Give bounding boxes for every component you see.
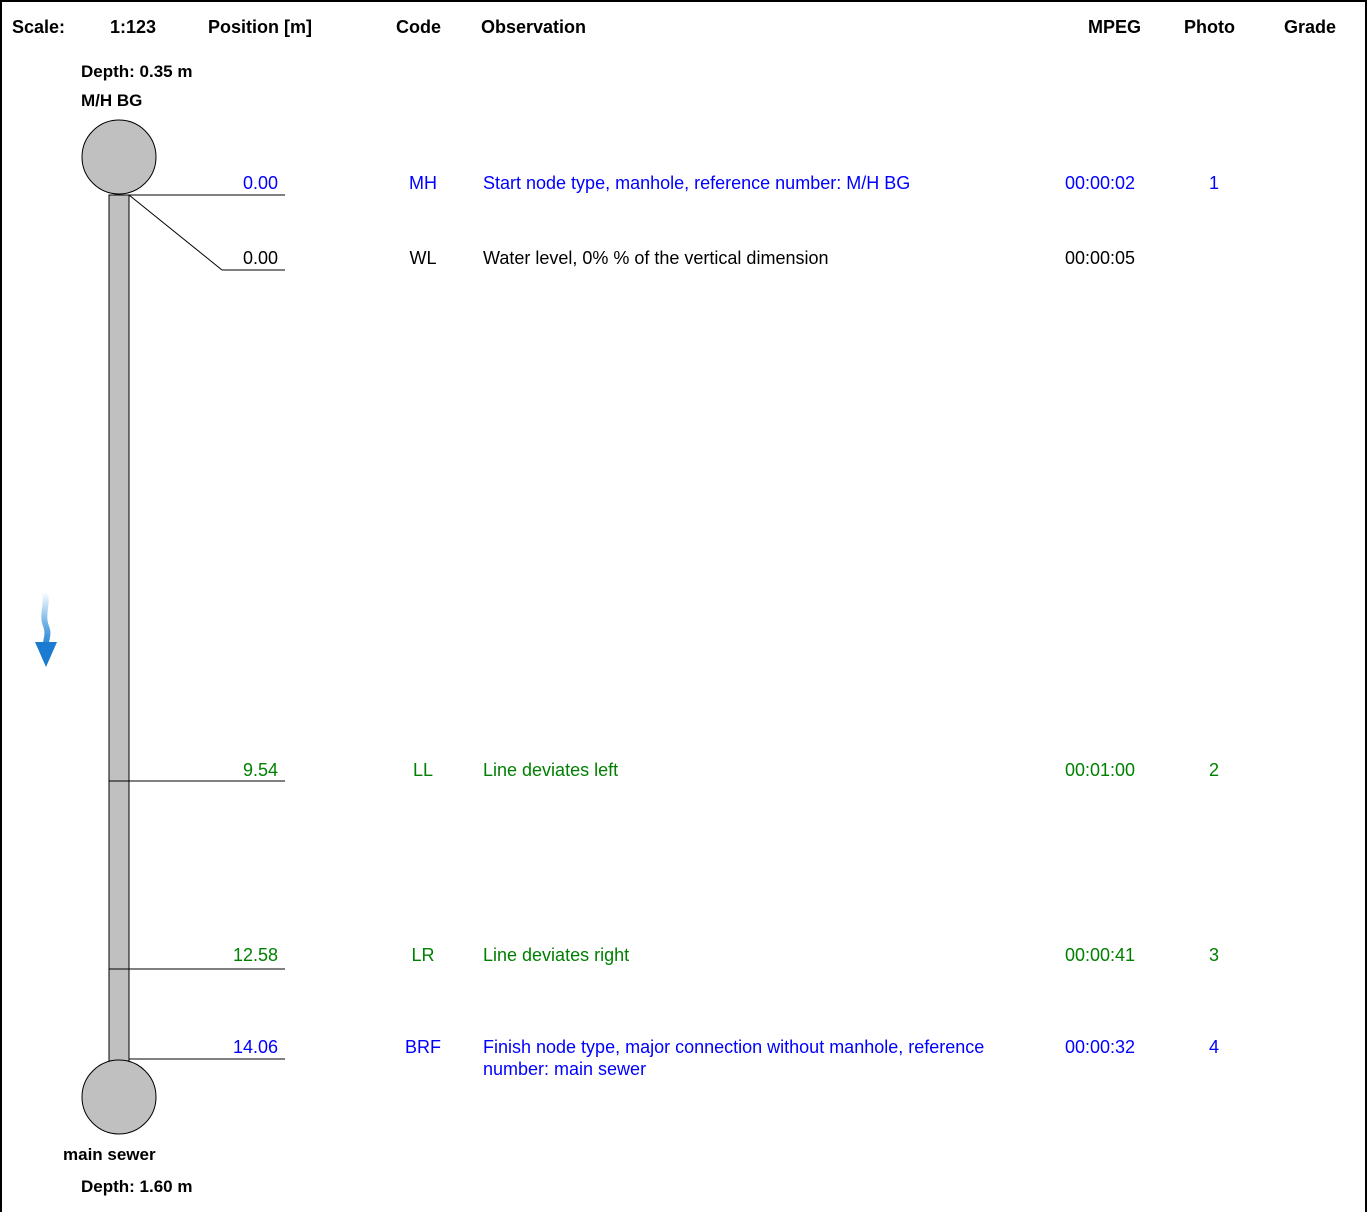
scale-label: Scale: <box>12 17 66 37</box>
obs-photo-1: 1 <box>1209 173 1220 193</box>
obs-position-2: 0.00 <box>242 248 278 268</box>
obs-text-1: Start node type, manhole, reference numb… <box>483 173 911 193</box>
obs-position-5: 14.06 <box>232 1037 278 1057</box>
end-depth-label: Depth: 1.60 m <box>81 1177 193 1196</box>
obs-text-3: Line deviates left <box>483 760 619 780</box>
position-header: Position [m] <box>208 17 312 37</box>
obs-photo-5: 4 <box>1209 1037 1220 1057</box>
end-manhole-symbol <box>81 1059 157 1135</box>
start-depth-label: Depth: 0.35 m <box>81 62 193 81</box>
end-node-name: main sewer <box>63 1145 156 1164</box>
obs-position-4: 12.58 <box>232 945 278 965</box>
obs-photo-4: 3 <box>1209 945 1220 965</box>
obs-code-3: LL <box>412 760 434 780</box>
obs-mpeg-2: 00:00:05 <box>1065 248 1136 268</box>
obs-text-4: Line deviates right <box>483 945 630 965</box>
flow-direction-arrow-icon <box>35 592 57 667</box>
obs-photo-3: 2 <box>1209 760 1220 780</box>
code-header: Code <box>396 17 441 37</box>
obs-mpeg-4: 00:00:41 <box>1065 945 1136 965</box>
obs-text-5: Finish node type, major connection witho… <box>483 1037 985 1079</box>
obs-mpeg-1: 00:00:02 <box>1065 173 1136 193</box>
mpeg-header: MPEG <box>1088 17 1142 37</box>
photo-header: Photo <box>1184 17 1235 37</box>
obs-code-4: LR <box>411 945 435 965</box>
obs-position-1: 0.00 <box>242 173 278 193</box>
leader-line-wl-diagonal <box>128 194 223 271</box>
obs-mpeg-3: 00:01:00 <box>1065 760 1136 780</box>
grade-header: Grade <box>1284 17 1337 37</box>
obs-code-5: BRF <box>405 1037 441 1057</box>
obs-code-2: WL <box>409 248 437 268</box>
scale-value: 1:123 <box>110 17 157 37</box>
obs-code-1: MH <box>409 173 437 193</box>
obs-mpeg-5: 00:00:32 <box>1065 1037 1136 1057</box>
start-node-name: M/H BG <box>81 91 143 110</box>
obs-text-2: Water level, 0% % of the vertical dimens… <box>483 248 829 268</box>
obs-position-3: 9.54 <box>242 760 278 780</box>
pipe-body <box>108 194 130 1062</box>
start-manhole-symbol <box>81 119 157 195</box>
observation-header: Observation <box>481 17 587 37</box>
